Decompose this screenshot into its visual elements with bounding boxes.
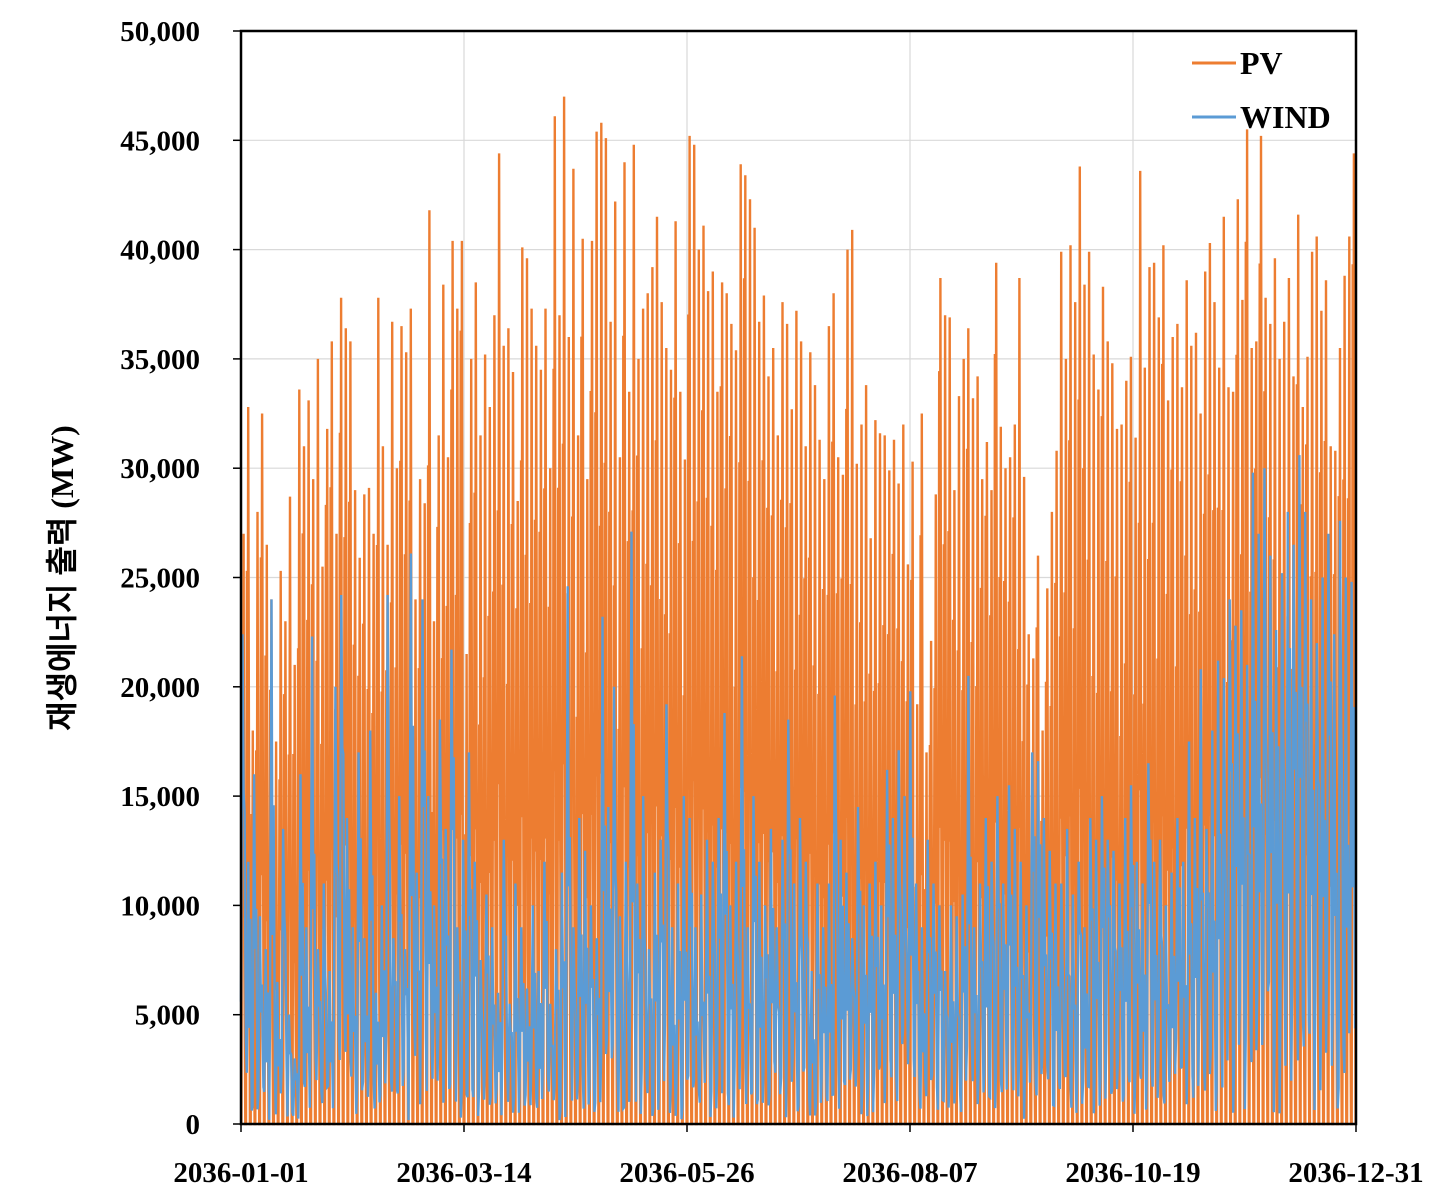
x-tick-label: 2036-01-01	[173, 1157, 308, 1189]
y-tick-label: 40,000	[120, 235, 200, 267]
y-tick-label: 35,000	[120, 344, 200, 376]
y-tick-label: 10,000	[120, 890, 200, 922]
y-tick-label: 30,000	[120, 453, 200, 485]
x-tick-label: 2036-03-14	[396, 1157, 531, 1189]
legend-item-wind: WIND	[1192, 99, 1331, 135]
y-tick-label: 0	[186, 1109, 201, 1141]
x-tick-label: 2036-10-19	[1065, 1157, 1200, 1189]
legend: PV WIND	[1192, 45, 1331, 135]
x-tick-label: 2036-05-26	[619, 1157, 754, 1189]
y-tick-label: 20,000	[120, 672, 200, 704]
legend-item-pv: PV	[1192, 45, 1283, 81]
legend-label: PV	[1240, 45, 1283, 81]
y-tick-label: 45,000	[120, 125, 200, 157]
y-axis-title: 재생에너지 출력 (MW)	[44, 425, 80, 731]
legend-label: WIND	[1240, 99, 1331, 135]
series-wind	[239, 455, 1357, 1121]
x-tick-label: 2036-08-07	[842, 1157, 977, 1189]
y-tick-labels: 0 5,000 10,000 15,000 20,000 25,000 30,000 35,0…	[120, 16, 200, 1141]
y-tick-label: 25,000	[120, 563, 200, 595]
y-tick-label: 50,000	[120, 16, 200, 48]
y-tick-label: 5,000	[135, 1000, 200, 1032]
y-tick-label: 15,000	[120, 781, 200, 813]
axes	[233, 29, 1358, 1132]
x-tick-label: 2036-12-31	[1288, 1157, 1423, 1189]
wind-line	[239, 455, 1357, 1121]
x-tick-labels: 2036-01-01 2036-03-14 2036-05-26 2036-08-07…	[173, 1157, 1423, 1189]
